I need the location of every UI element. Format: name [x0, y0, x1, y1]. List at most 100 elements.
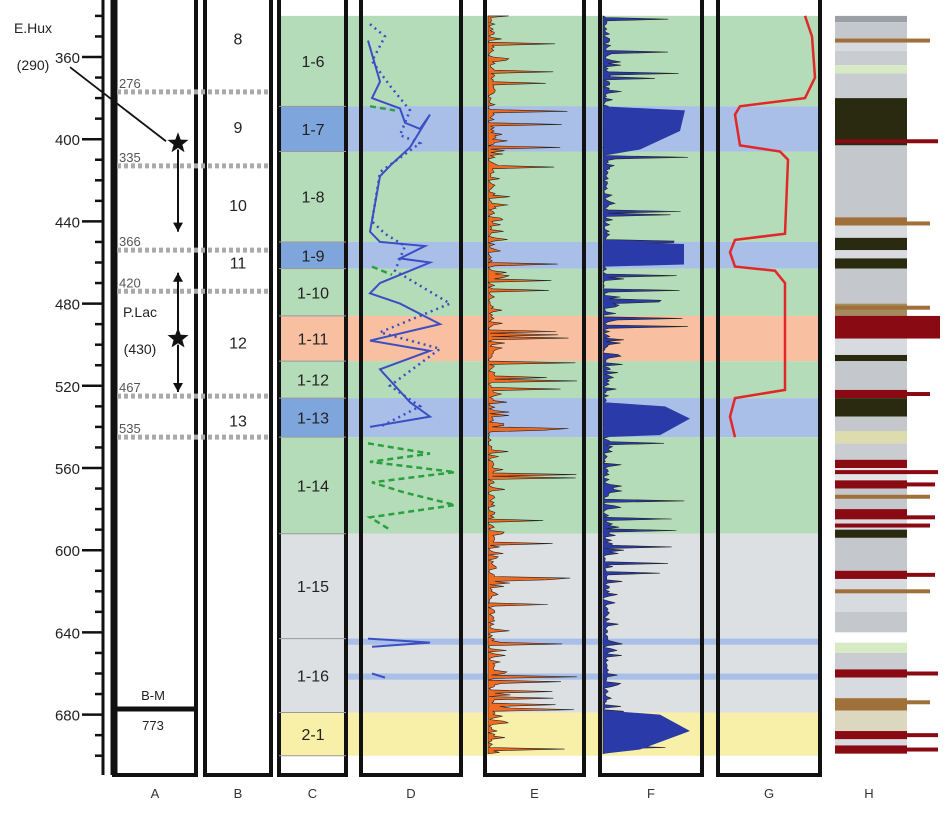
unit-number-label: 8: [234, 32, 243, 49]
zone-band-span: [346, 361, 718, 399]
core-band: [835, 537, 907, 571]
core-spike: [835, 139, 938, 144]
zone-label: 1-9: [301, 248, 324, 265]
core-band: [835, 40, 907, 51]
down-arrow-icon-head: [173, 222, 183, 232]
unit-number-label: 10: [229, 198, 247, 215]
core-band: [835, 250, 907, 259]
core-spike: [835, 470, 938, 475]
core-band: [835, 431, 907, 444]
core-band: [835, 65, 907, 74]
core-band: [835, 225, 907, 238]
depth-tick-label: 680: [55, 708, 80, 725]
zone-label: 1-7: [301, 122, 324, 139]
core-band: [835, 22, 907, 41]
unit-number-label: 9: [234, 120, 243, 137]
core-spike: [835, 589, 930, 594]
column-c-border: [277, 0, 348, 777]
column-label-g: G: [764, 786, 774, 801]
core-band: [835, 50, 907, 66]
core-spike: [835, 671, 938, 676]
core-band: [835, 529, 907, 538]
zone-label: 2-1: [301, 727, 324, 744]
core-spike: [835, 221, 930, 226]
column-label-d: D: [406, 786, 415, 801]
zone-cell-c-highlight: [279, 398, 346, 438]
core-band: [835, 354, 907, 362]
core-spike: [835, 482, 935, 487]
zone-band-g: [718, 15, 820, 107]
core-band: [835, 509, 907, 518]
green-dashed-curve-d: [366, 442, 456, 531]
core-spike: [835, 572, 935, 577]
core-band: [835, 488, 907, 510]
zone-band-g: [718, 106, 820, 152]
core-band: [835, 698, 907, 711]
core-band: [835, 611, 907, 633]
zone-band-g: [718, 268, 820, 316]
core-block-red: [835, 315, 940, 339]
zone-band-c: [279, 712, 346, 756]
labels-layer: FO E.Hux (290) P.Lac (430) 276 335 366 420 467 535…: [14, 0, 874, 801]
core-spike: [835, 494, 930, 499]
navy-block-f-3: [604, 402, 690, 438]
core-spike: [835, 38, 930, 43]
navy-block-f-4: [604, 710, 690, 754]
blue-curve-d-lower: [367, 637, 431, 679]
zone-band-c: [279, 151, 346, 242]
depth-tick-label: 520: [55, 379, 80, 396]
unit-number-label: 12: [229, 336, 247, 353]
zone-band-g: [718, 151, 820, 242]
core-band: [835, 268, 907, 304]
depth-tick-label: 600: [55, 543, 80, 560]
zone-label: 1-14: [297, 478, 329, 495]
core-band: [835, 98, 907, 146]
core-band: [835, 145, 907, 218]
core-band: [835, 642, 907, 653]
zone-label: 1-13: [297, 411, 329, 428]
core-band: [835, 258, 907, 269]
zone-band-span: [346, 533, 718, 639]
column-b-border: [203, 0, 273, 777]
zone-band-g: [718, 315, 820, 362]
core-band: [835, 710, 907, 732]
column-label-f: F: [647, 786, 655, 801]
zone-band-g: [718, 533, 820, 639]
unit-number-label: 13: [229, 414, 247, 431]
depth-axis: 360 400 440 480 520 560 600 640 680: [55, 0, 105, 775]
column-g-border: [716, 0, 822, 777]
navy-block-f-1: [604, 106, 685, 156]
zone-band-c: [279, 361, 346, 399]
down-arrow-icon-head: [173, 382, 183, 392]
unit-number-label: 11: [230, 256, 247, 273]
green-dashed-short-d: [369, 105, 396, 276]
core-band: [835, 361, 907, 390]
column-label-b: B: [234, 786, 243, 801]
pointer-line: [69, 66, 167, 142]
fo-annotation-label: (290): [17, 57, 50, 73]
zone-band-g: [718, 437, 820, 534]
column-d-border: [359, 0, 463, 777]
zone-label: 1-15: [297, 579, 329, 596]
plot-tracks: [366, 15, 940, 755]
core-band: [835, 237, 907, 251]
zone-label: 1-16: [297, 669, 329, 686]
navy-block-f-2: [604, 241, 684, 267]
core-band: [835, 652, 907, 670]
marker-value-label: 366: [119, 234, 141, 249]
zone-band-c: [279, 15, 346, 107]
bm-value: 773: [142, 718, 164, 733]
core-band: [835, 578, 907, 612]
zone-band-c: [279, 268, 346, 316]
core-band: [835, 217, 907, 226]
marker-value-label: 535: [119, 421, 141, 436]
column-label-c: C: [308, 786, 317, 801]
zone-label: 1-12: [297, 373, 329, 390]
orange-spike-curve-e: [487, 15, 578, 754]
core-band: [835, 303, 907, 316]
column-label-a: A: [151, 786, 160, 801]
zone-band-c: [279, 437, 346, 534]
red-curve-g: [728, 15, 817, 438]
star-icon: [167, 132, 189, 153]
